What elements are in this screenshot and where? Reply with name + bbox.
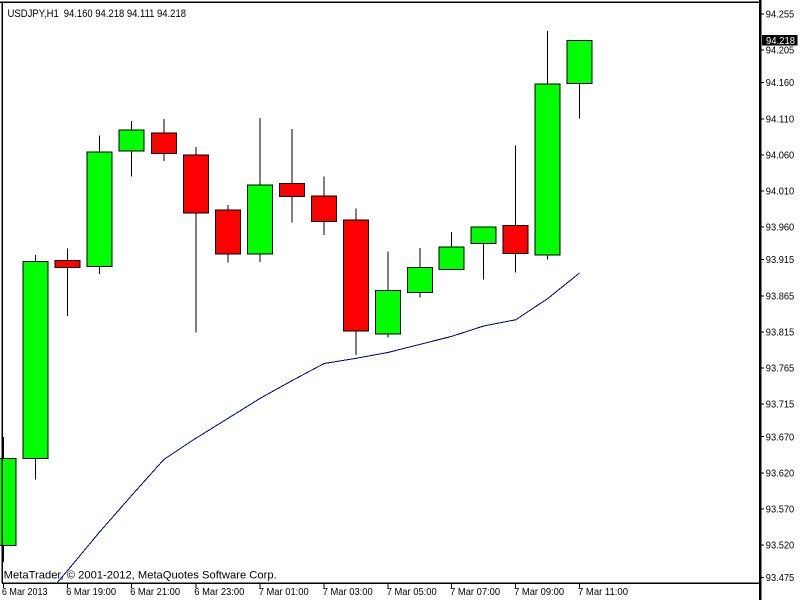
svg-text:93.475: 93.475 — [766, 572, 795, 584]
svg-text:6 Mar 23:00: 6 Mar 23:00 — [194, 586, 244, 598]
svg-text:7 Mar 11:00: 7 Mar 11:00 — [578, 586, 628, 598]
svg-text:93.865: 93.865 — [766, 290, 795, 302]
svg-text:94.060: 94.060 — [766, 150, 795, 162]
svg-text:USDJPY,H1: USDJPY,H1 — [8, 8, 59, 20]
svg-text:94.255: 94.255 — [766, 9, 795, 21]
svg-text:93.960: 93.960 — [766, 222, 795, 234]
svg-text:6 Mar 21:00: 6 Mar 21:00 — [130, 586, 180, 598]
svg-text:MetaTrader, © 2001-2012, MetaQ: MetaTrader, © 2001-2012, MetaQuotes Soft… — [4, 570, 277, 582]
svg-text:93.765: 93.765 — [766, 363, 795, 375]
svg-text:93.520: 93.520 — [766, 540, 795, 552]
svg-text:93.620: 93.620 — [766, 467, 795, 479]
svg-text:94.110: 94.110 — [766, 113, 795, 125]
svg-text:7 Mar 09:00: 7 Mar 09:00 — [514, 586, 564, 598]
svg-text:93.815: 93.815 — [766, 327, 795, 339]
svg-text:7 Mar 07:00: 7 Mar 07:00 — [450, 586, 500, 598]
svg-text:94.205: 94.205 — [766, 45, 795, 57]
svg-text:7 Mar 03:00: 7 Mar 03:00 — [323, 586, 373, 598]
svg-text:7 Mar 01:00: 7 Mar 01:00 — [259, 586, 309, 598]
svg-text:94.160: 94.160 — [766, 77, 795, 89]
svg-text:94.160 94.218 94.111 94.218: 94.160 94.218 94.111 94.218 — [64, 8, 186, 20]
svg-text:7 Mar 05:00: 7 Mar 05:00 — [387, 586, 437, 598]
svg-text:6 Mar 2013: 6 Mar 2013 — [2, 586, 48, 598]
svg-text:93.915: 93.915 — [766, 254, 795, 266]
svg-text:93.715: 93.715 — [766, 399, 795, 411]
svg-text:94.218: 94.218 — [766, 35, 795, 47]
svg-text:94.010: 94.010 — [766, 186, 795, 198]
svg-text:6 Mar 19:00: 6 Mar 19:00 — [66, 586, 116, 598]
svg-text:93.670: 93.670 — [766, 431, 795, 443]
svg-text:93.570: 93.570 — [766, 504, 795, 516]
